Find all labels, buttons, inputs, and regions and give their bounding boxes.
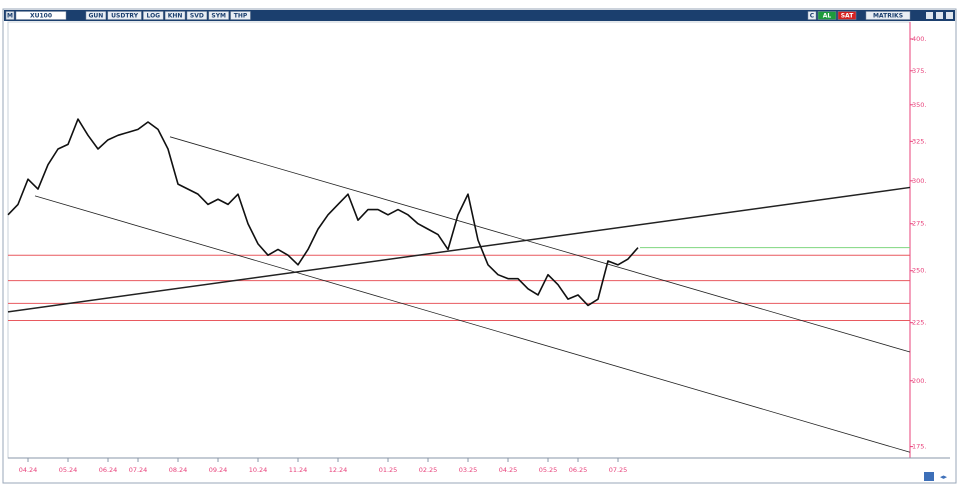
- toolbar: [4, 10, 955, 21]
- y-tick-label: 225.: [912, 319, 926, 327]
- toolbar-button-label: GUN: [88, 13, 103, 20]
- x-tick-label: 05.24: [59, 466, 78, 474]
- toolbar-button[interactable]: [186, 11, 208, 20]
- y-tick-label: 275.: [912, 220, 926, 228]
- zoom-button[interactable]: [924, 472, 934, 481]
- action-button[interactable]: [807, 11, 817, 20]
- menu-button-label: M: [7, 13, 13, 20]
- toolbar-button-label: SYM: [211, 13, 226, 20]
- y-tick-label: 400.: [912, 35, 926, 43]
- symbol-box-label: XU100: [30, 13, 52, 20]
- y-tick-label: 325.: [912, 137, 926, 145]
- window-frame: [2, 8, 957, 484]
- toolbar-button[interactable]: [107, 11, 142, 20]
- toolbar-button-label: KHN: [168, 13, 183, 20]
- toolbar-button[interactable]: [208, 11, 229, 20]
- action-button-label: SAT: [841, 13, 854, 20]
- toolbar-button-label: USDTRY: [111, 13, 139, 20]
- brand-button-label: MATRIKS: [873, 13, 903, 20]
- trendline: [169, 136, 911, 353]
- x-tick-label: 01.25: [379, 466, 398, 474]
- x-tick-label: 05.25: [539, 466, 558, 474]
- action-button[interactable]: [837, 11, 857, 20]
- symbol-box[interactable]: [15, 11, 67, 20]
- trendline: [7, 186, 911, 313]
- action-button[interactable]: [817, 11, 837, 20]
- x-tick-label: 07.24: [129, 466, 148, 474]
- action-button-label: C: [810, 13, 815, 20]
- x-tick-label: 04.24: [19, 466, 38, 474]
- scroll-arrows[interactable]: ◂▸: [940, 473, 948, 481]
- y-tick-label: 175.: [912, 443, 926, 451]
- x-tick-label: 07.25: [609, 466, 628, 474]
- x-tick-label: 04.25: [499, 466, 518, 474]
- x-tick-label: 03.25: [459, 466, 478, 474]
- toolbar-button[interactable]: [164, 11, 186, 20]
- x-tick-label: 11.24: [289, 466, 308, 474]
- toolbar-button[interactable]: [230, 11, 251, 20]
- toolbar-button-label: LOG: [146, 13, 160, 20]
- x-tick-label: 09.24: [209, 466, 228, 474]
- toolbar-button-label: THP: [234, 13, 248, 20]
- brand-button[interactable]: [865, 11, 911, 20]
- toolbar-button[interactable]: [85, 11, 107, 20]
- x-tick-label: 12.24: [329, 466, 348, 474]
- minimize-button[interactable]: [926, 12, 933, 19]
- action-button-label: AL: [823, 13, 832, 20]
- y-tick-label: 300.: [912, 177, 926, 185]
- x-tick-label: 02.25: [419, 466, 438, 474]
- menu-button[interactable]: [5, 11, 15, 20]
- y-tick-label: 250.: [912, 267, 926, 275]
- y-tick-label: 350.: [912, 101, 926, 109]
- x-tick-label: 06.24: [99, 466, 118, 474]
- x-tick-label: 08.24: [169, 466, 188, 474]
- maximize-button[interactable]: [936, 12, 943, 19]
- toolbar-button-label: SVD: [190, 13, 204, 20]
- x-tick-label: 06.25: [569, 466, 588, 474]
- trendline: [34, 195, 911, 453]
- plot-area: [7, 21, 911, 459]
- toolbar-button[interactable]: [143, 11, 164, 20]
- price-line: [7, 118, 639, 307]
- y-tick-label: 375.: [912, 67, 926, 75]
- x-tick-label: 10.24: [249, 466, 268, 474]
- y-tick-label: 200.: [912, 377, 926, 385]
- close-button[interactable]: [946, 12, 953, 19]
